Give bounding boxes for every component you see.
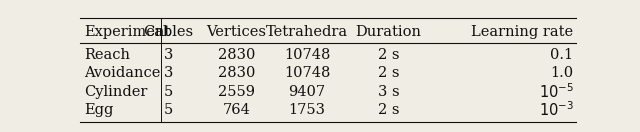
Text: Avoidance: Avoidance [84,66,161,80]
Text: 1.0: 1.0 [550,66,573,80]
Text: 2830: 2830 [218,66,255,80]
Text: $10^{-3}$: $10^{-3}$ [538,100,573,119]
Text: 2559: 2559 [218,85,255,99]
Text: 0.1: 0.1 [550,48,573,62]
Text: Cables: Cables [143,25,193,39]
Text: 2 s: 2 s [378,66,399,80]
Text: Vertices: Vertices [206,25,266,39]
Text: 3 s: 3 s [378,85,399,99]
Text: Tetrahedra: Tetrahedra [266,25,348,39]
Text: 2830: 2830 [218,48,255,62]
Text: 5: 5 [164,103,173,117]
Text: 3: 3 [164,48,173,62]
Text: Egg: Egg [84,103,113,117]
Text: 5: 5 [164,85,173,99]
Text: Reach: Reach [84,48,130,62]
Text: 10748: 10748 [284,48,330,62]
Text: $10^{-5}$: $10^{-5}$ [538,82,573,101]
Text: 9407: 9407 [289,85,326,99]
Text: Experiment: Experiment [84,25,170,39]
Text: 1753: 1753 [289,103,326,117]
Text: Cylinder: Cylinder [84,85,147,99]
Text: Duration: Duration [355,25,422,39]
Text: 764: 764 [222,103,250,117]
Text: 10748: 10748 [284,66,330,80]
Text: 3: 3 [164,66,173,80]
Text: 2 s: 2 s [378,48,399,62]
Text: 2 s: 2 s [378,103,399,117]
Text: Learning rate: Learning rate [472,25,573,39]
